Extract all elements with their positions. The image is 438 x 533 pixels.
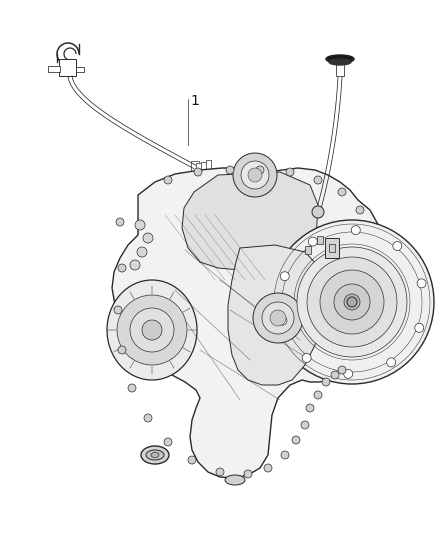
Bar — [317, 236, 323, 244]
Polygon shape — [228, 245, 325, 385]
Ellipse shape — [225, 475, 245, 485]
Circle shape — [143, 233, 153, 243]
Circle shape — [302, 353, 311, 362]
Circle shape — [253, 293, 303, 343]
Circle shape — [256, 166, 264, 174]
Circle shape — [322, 378, 330, 386]
Circle shape — [331, 371, 339, 379]
Circle shape — [248, 168, 262, 182]
Circle shape — [307, 257, 397, 347]
Polygon shape — [182, 172, 318, 270]
Circle shape — [338, 188, 346, 196]
Bar — [206, 160, 211, 174]
Circle shape — [128, 384, 136, 392]
Circle shape — [297, 247, 407, 357]
Circle shape — [188, 456, 196, 464]
Polygon shape — [112, 168, 390, 478]
Ellipse shape — [107, 280, 197, 380]
Circle shape — [314, 391, 322, 399]
Bar — [191, 161, 199, 173]
Circle shape — [114, 306, 122, 314]
Ellipse shape — [329, 59, 351, 65]
Circle shape — [130, 260, 140, 270]
Circle shape — [137, 247, 147, 257]
Circle shape — [308, 237, 317, 246]
Bar — [305, 246, 311, 254]
Bar — [336, 62, 344, 76]
Circle shape — [344, 369, 353, 378]
Circle shape — [387, 358, 396, 367]
Ellipse shape — [141, 446, 169, 464]
Circle shape — [320, 270, 384, 334]
Circle shape — [415, 324, 424, 332]
Circle shape — [417, 279, 426, 288]
Circle shape — [116, 218, 124, 226]
Circle shape — [292, 436, 300, 444]
Bar — [76, 67, 84, 72]
Circle shape — [233, 153, 277, 197]
Circle shape — [144, 414, 152, 422]
Circle shape — [244, 470, 252, 478]
Circle shape — [164, 438, 172, 446]
Circle shape — [117, 295, 187, 365]
Circle shape — [264, 464, 272, 472]
Bar — [201, 162, 208, 172]
Circle shape — [281, 451, 289, 459]
Bar — [196, 163, 208, 171]
Circle shape — [118, 346, 126, 354]
Circle shape — [393, 241, 402, 251]
Ellipse shape — [146, 450, 164, 460]
Circle shape — [241, 161, 269, 189]
Circle shape — [130, 308, 174, 352]
Circle shape — [338, 366, 346, 374]
Circle shape — [334, 284, 370, 320]
Circle shape — [286, 168, 294, 176]
Circle shape — [314, 176, 322, 184]
Circle shape — [118, 264, 126, 272]
Circle shape — [278, 316, 287, 325]
Bar — [329, 244, 335, 252]
Ellipse shape — [151, 453, 159, 457]
Circle shape — [164, 176, 172, 184]
Ellipse shape — [326, 55, 354, 63]
Circle shape — [301, 421, 309, 429]
Circle shape — [270, 220, 434, 384]
Circle shape — [135, 220, 145, 230]
Circle shape — [312, 206, 324, 218]
Circle shape — [351, 225, 360, 235]
Circle shape — [142, 320, 162, 340]
Circle shape — [270, 310, 286, 326]
Circle shape — [226, 166, 234, 174]
Bar — [48, 66, 60, 72]
Circle shape — [347, 297, 357, 307]
Circle shape — [194, 168, 202, 176]
Circle shape — [216, 468, 224, 476]
Circle shape — [306, 404, 314, 412]
FancyBboxPatch shape — [60, 60, 77, 77]
Circle shape — [356, 206, 364, 214]
Bar — [325, 238, 339, 258]
Circle shape — [344, 294, 360, 310]
Text: 1: 1 — [190, 94, 199, 108]
Circle shape — [262, 302, 294, 334]
Circle shape — [280, 272, 289, 281]
